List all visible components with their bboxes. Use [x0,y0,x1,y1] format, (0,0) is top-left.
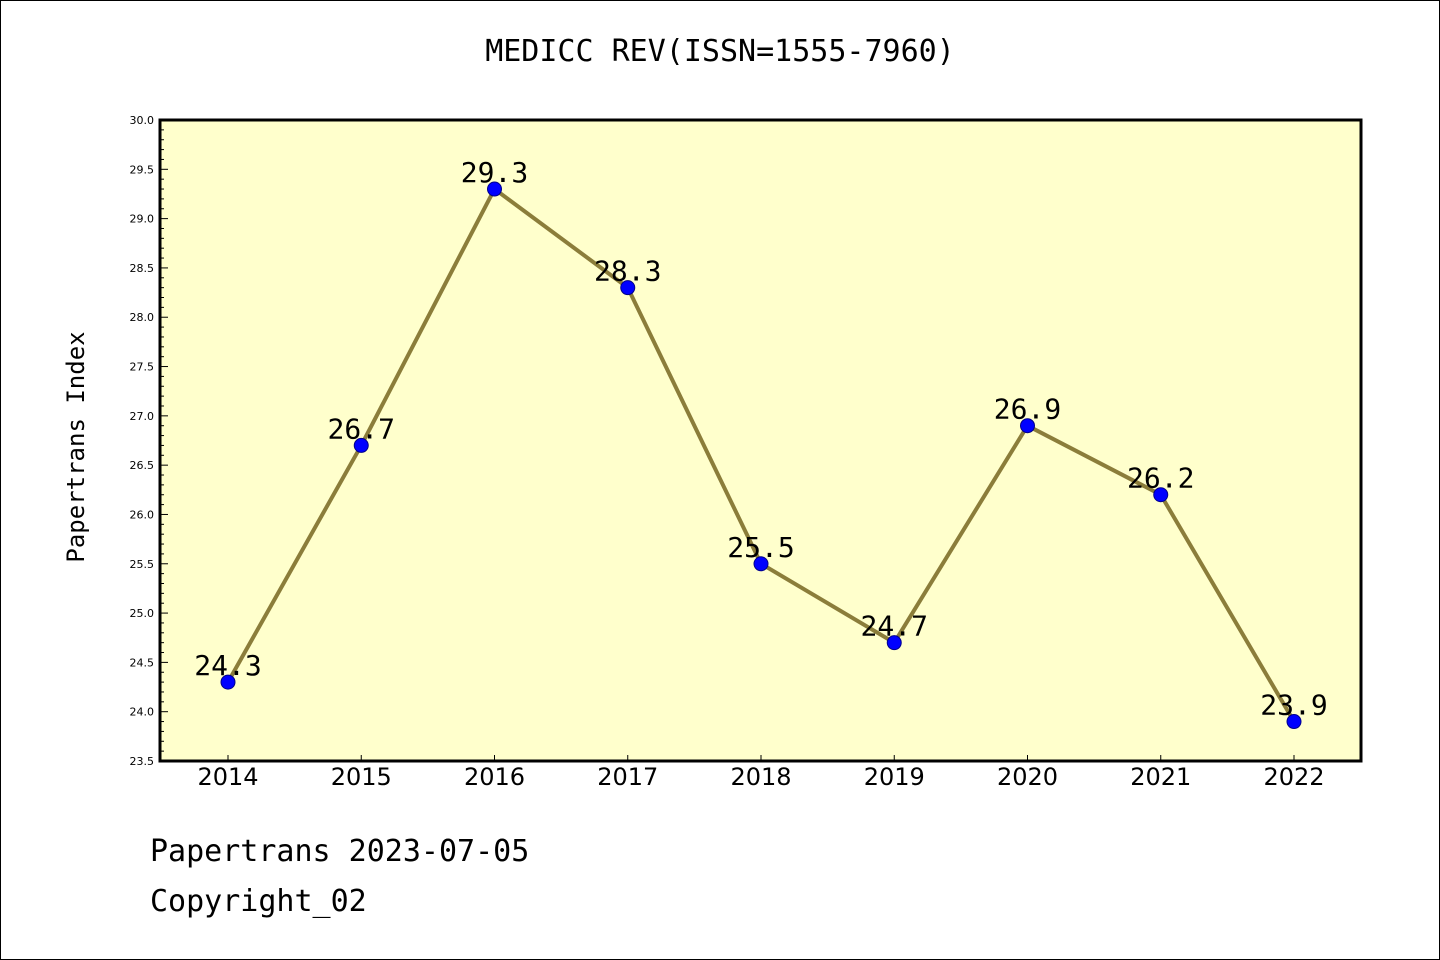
data-point [753,556,769,572]
data-label: 25.5 [727,531,794,564]
y-tick-label: 26.0 [130,508,155,521]
x-tick-label: 2014 [197,763,258,791]
x-tick-label: 2018 [730,763,791,791]
data-label: 28.3 [594,255,661,288]
data-point [1020,418,1035,434]
data-point [353,437,369,453]
y-tick-label: 28.5 [130,262,155,275]
plot-border [158,118,1363,763]
data-point [1286,714,1302,730]
data-label: 24.7 [861,610,928,643]
x-tick-label: 2017 [597,763,658,791]
y-tick-label: 24.5 [130,656,155,669]
data-point [886,635,902,651]
x-tick-label: 2019 [864,763,925,791]
y-tick-label: 29.5 [130,163,155,176]
data-point [220,674,236,690]
footer-copyright: Copyright_02 [150,884,367,919]
y-tick-label: 27.5 [130,361,155,374]
data-point [620,280,636,296]
y-tick-label: 27.0 [130,410,155,423]
y-tick-label: 25.0 [130,607,155,620]
data-point [487,181,502,197]
data-label: 26.9 [994,393,1061,426]
y-tick-label: 28.0 [130,311,155,324]
y-tick-label: 25.5 [130,558,155,571]
y-tick-label: 24.0 [130,706,155,719]
data-label: 24.3 [194,649,261,682]
y-tick-label: 29.0 [130,213,155,226]
data-label: 26.2 [1127,462,1194,495]
y-tick-label: 23.5 [130,755,155,768]
x-tick-label: 2020 [997,763,1058,791]
data-point [1153,487,1169,503]
chart-title: MEDICC REV(ISSN=1555-7960) [485,34,955,69]
x-tick-label: 2021 [1130,763,1191,791]
y-tick-label: 30.0 [130,114,155,127]
data-label: 29.3 [461,156,528,189]
x-tick-label: 2016 [464,763,525,791]
data-label: 23.9 [1260,689,1327,722]
x-tick-label: 2022 [1263,763,1324,791]
x-tick-label: 2015 [331,763,392,791]
footer-source-date: Papertrans 2023-07-05 [150,834,530,869]
y-tick-label: 26.5 [130,459,155,472]
data-label: 26.7 [328,412,395,445]
